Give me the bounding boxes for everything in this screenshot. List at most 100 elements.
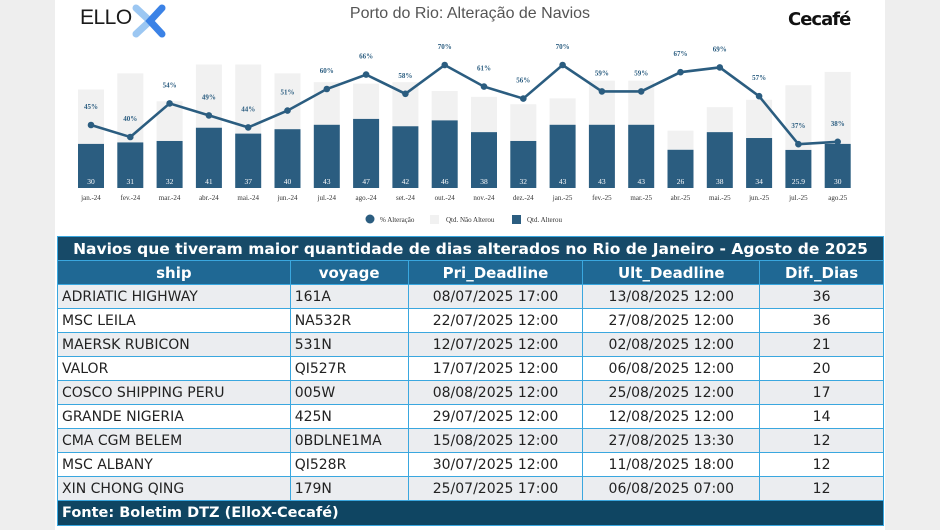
bar-nao-alterou	[353, 83, 380, 119]
x-tick-label: out.-24	[435, 194, 456, 202]
chart-title: Porto do Rio: Alteração de Navios	[349, 5, 591, 22]
pct-label: 59%	[595, 69, 609, 77]
table-footer-source: Fonte: Boletim DTZ (ElloX-Cecafé)	[57, 500, 884, 526]
bar-alterou	[824, 143, 851, 188]
bar-alterou	[549, 124, 576, 188]
line-point	[755, 92, 763, 100]
pct-label: 45%	[84, 103, 98, 111]
bar-nao-alterou	[667, 130, 694, 150]
cell-pri-deadline: 29/07/2025 12:00	[407, 404, 584, 429]
cell-ship: CMA CGM BELEM	[57, 428, 291, 453]
pct-label: 40%	[123, 115, 137, 123]
cell-voyage: QI527R	[289, 356, 409, 381]
chart: 30 jan.-24 45% 31 fev.-24 40% 32 mar.-24 54% 41 ab…	[78, 43, 851, 224]
x-tick-label: fev.-25	[592, 194, 612, 202]
x-tick-label: jun.-24	[276, 194, 298, 202]
cell-pri-deadline: 22/07/2025 12:00	[407, 308, 584, 333]
bar-value-label: 43	[637, 177, 645, 186]
line-point	[598, 88, 606, 95]
cell-ship: MAERSK RUBICON	[57, 332, 291, 357]
bar-nao-alterou	[549, 98, 576, 125]
table-row: COSCO SHIPPING PERU 005W 08/08/2025 12:00 2…	[57, 380, 884, 405]
cell-pri-deadline: 15/08/2025 12:00	[407, 428, 584, 453]
pct-label: 44%	[241, 105, 255, 113]
bar-nao-alterou	[510, 104, 537, 141]
x-tick-label: nov.-24	[473, 194, 495, 202]
line-point	[716, 64, 724, 71]
line-point	[441, 61, 449, 69]
bar-alterou	[353, 118, 380, 188]
bar-value-label: 32	[520, 177, 528, 186]
x-tick-label: set.-24	[396, 194, 415, 202]
cell-voyage: NA532R	[289, 308, 409, 333]
cell-ult-deadline: 12/08/2025 12:00	[582, 404, 761, 429]
column-header-dif-dias: Dif._Dias	[759, 260, 884, 285]
line-point	[284, 107, 291, 114]
bar-alterou	[785, 149, 812, 188]
bar-value-label: 40	[284, 177, 292, 186]
pct-label: 51%	[281, 89, 295, 97]
table-row: GRANDE NIGERIA 425N 29/07/2025 12:00 12/08/…	[57, 404, 884, 429]
ships-table: Navios que tiveram maior quantidade de d…	[57, 236, 884, 526]
bar-value-label: 43	[559, 177, 567, 186]
ellox-logo: ELLO	[80, 6, 132, 29]
cell-ship: MSC ALBANY	[57, 452, 291, 477]
legend-label: % Alteração	[380, 216, 415, 224]
table-row: MSC ALBANY QI528R 30/07/2025 12:00 11/08/20…	[57, 452, 884, 477]
bar-nao-alterou	[706, 107, 733, 133]
column-header-ship: ship	[57, 260, 291, 285]
bar-alterou	[313, 124, 340, 188]
bar-alterou	[392, 126, 419, 188]
line-point	[520, 95, 527, 102]
cell-ult-deadline: 02/08/2025 12:00	[582, 332, 761, 357]
line-point	[795, 140, 802, 148]
cell-dif-dias: 36	[759, 284, 884, 309]
table-row: VALOR QI527R 17/07/2025 12:00 06/08/2025 12…	[57, 356, 884, 381]
bar-value-label: 32	[166, 177, 174, 186]
line-point	[166, 100, 173, 107]
x-tick-label: fev.-24	[121, 194, 141, 202]
bar-alterou	[195, 127, 222, 188]
x-tick-label: mai.-24	[237, 194, 259, 202]
column-header-ult-deadline: Ult_Deadline	[582, 260, 761, 285]
line-point	[677, 68, 684, 76]
bar-nao-alterou	[471, 96, 497, 133]
bar-alterou	[588, 124, 615, 188]
x-tick-label: abr.-24	[199, 194, 219, 202]
cell-dif-dias: 36	[759, 308, 884, 333]
x-tick-label: dez.-24	[513, 194, 534, 202]
pct-label: 37%	[791, 122, 805, 130]
cell-ult-deadline: 06/08/2025 12:00	[582, 356, 761, 381]
cell-dif-dias: 20	[759, 356, 884, 381]
x-tick-label: mar.-25	[630, 194, 652, 202]
column-header-voyage: voyage	[289, 260, 409, 285]
bar-value-label: 30	[834, 177, 842, 186]
bar-nao-alterou	[117, 73, 144, 143]
cell-dif-dias: 17	[759, 380, 884, 405]
cell-ship: MSC LEILA	[57, 308, 291, 333]
legend-label: Qtd. Alterou	[527, 216, 562, 224]
bar-alterou	[274, 129, 301, 188]
line-pct-alteracao	[90, 63, 838, 146]
bar-nao-alterou	[431, 90, 458, 121]
cell-ship: VALOR	[57, 356, 291, 381]
cell-voyage: 161A	[289, 284, 409, 309]
bar-value-label: 30	[87, 177, 95, 186]
x-tick-label: jun.-25	[748, 194, 770, 202]
pct-label: 58%	[398, 72, 412, 80]
bar-alterou	[471, 132, 497, 188]
x-tick-label: jul.-24	[317, 194, 337, 202]
table-row: MSC LEILA NA532R 22/07/2025 12:00 27/08/202…	[57, 308, 884, 333]
cell-dif-dias: 12	[759, 476, 884, 501]
bar-value-label: 37	[244, 177, 252, 186]
cell-ship: XIN CHONG QING	[57, 476, 291, 501]
x-tick-label: ago.25	[828, 194, 847, 202]
pct-label: 70%	[438, 43, 452, 51]
x-tick-label: ago.-24	[355, 194, 377, 202]
bar-nao-alterou	[235, 64, 262, 134]
bar-value-label: 38	[480, 177, 488, 186]
legend-nao-alterou-swatch	[430, 215, 439, 224]
legend-line-marker	[365, 214, 375, 224]
line-point	[127, 133, 134, 141]
bar-nao-alterou	[588, 80, 615, 125]
